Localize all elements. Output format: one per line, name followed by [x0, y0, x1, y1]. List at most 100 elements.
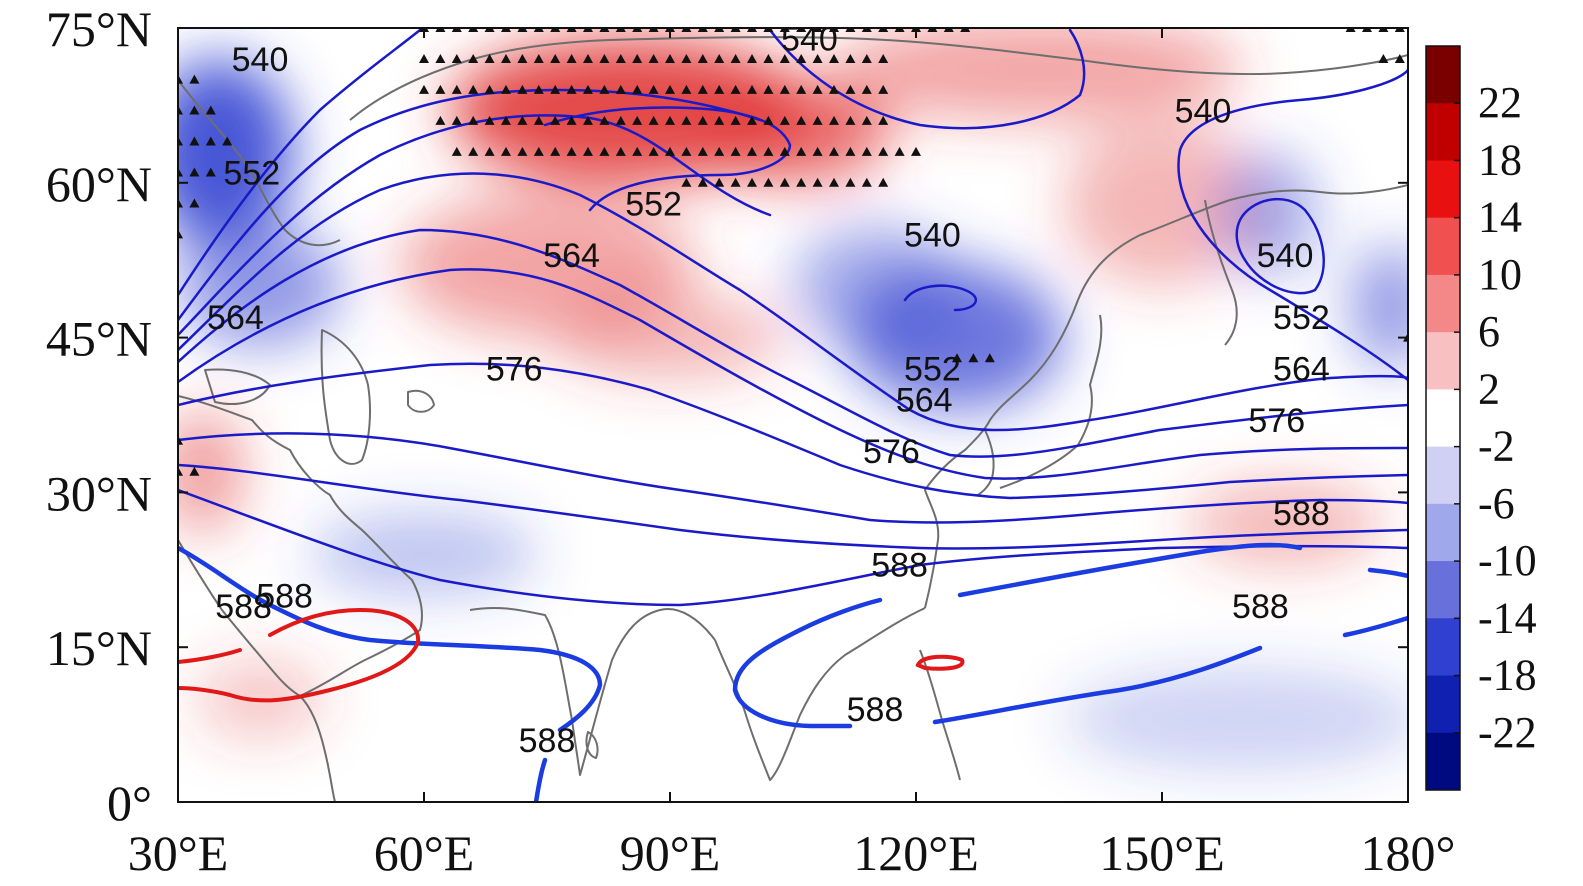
contour-564-a — [178, 268, 1408, 480]
significance-marker — [812, 146, 823, 156]
significance-marker — [632, 146, 643, 156]
colorbar-label: 10 — [1478, 250, 1522, 299]
significance-marker — [845, 115, 856, 125]
significance-marker — [845, 84, 856, 94]
significance-marker — [1394, 53, 1405, 63]
significance-marker — [829, 115, 839, 125]
significance-marker — [178, 229, 183, 239]
significance-marker — [763, 146, 774, 156]
height-contours — [178, 28, 1408, 802]
significance-marker — [632, 84, 643, 94]
significance-marker — [632, 115, 643, 125]
contour-label-588-5: 588 — [519, 722, 576, 760]
significance-marker — [763, 115, 774, 125]
significance-marker — [189, 167, 200, 177]
significance-marker — [566, 115, 577, 125]
significance-marker — [681, 53, 692, 63]
contour-label-588-2: 588 — [1273, 495, 1330, 533]
significance-marker — [730, 84, 741, 94]
contour-label-588-4: 588 — [847, 691, 904, 729]
contour-label-588-0: 588 — [256, 578, 313, 616]
significance-marker — [615, 115, 626, 125]
significance-marker — [714, 146, 725, 156]
anomaly-center-10 — [178, 224, 342, 348]
significance-marker — [451, 84, 462, 94]
significance-marker — [665, 53, 675, 63]
significance-marker — [419, 53, 429, 63]
significance-marker — [779, 53, 790, 63]
significance-marker — [861, 53, 872, 63]
significance-marker — [812, 115, 823, 125]
significance-marker — [861, 115, 872, 125]
significance-marker — [566, 146, 577, 156]
anomaly-center-2 — [834, 28, 1244, 121]
contour-label-588-1: 588 — [871, 547, 928, 585]
contour-588-arabia-red — [178, 607, 421, 703]
coastline-arctic — [349, 36, 1408, 121]
anomaly-center-6 — [178, 409, 244, 534]
significance-marker — [435, 53, 446, 63]
contour-540-north — [178, 28, 422, 297]
significance-marker — [861, 177, 872, 187]
significance-marker — [517, 146, 528, 156]
contour-label-588-red-0: 588 — [215, 588, 272, 626]
contour-label-564-3: 564 — [1273, 351, 1330, 389]
colorbar-label: 2 — [1478, 364, 1500, 413]
contour-558 — [178, 228, 1408, 458]
significance-marker — [648, 84, 659, 94]
significance-markers — [178, 28, 1408, 476]
significance-marker — [730, 146, 741, 156]
significance-marker — [583, 146, 593, 156]
significance-marker — [681, 115, 692, 125]
contour-label-552-1: 552 — [625, 185, 682, 223]
significance-marker — [681, 84, 692, 94]
significance-marker — [451, 146, 462, 156]
colorbar-label: -2 — [1478, 422, 1515, 471]
significance-marker — [730, 177, 741, 187]
significance-marker — [566, 53, 577, 63]
significance-marker — [517, 115, 528, 125]
significance-marker — [451, 115, 462, 125]
significance-marker — [435, 115, 446, 125]
colorbar-label: 22 — [1478, 78, 1522, 127]
colorbar-segment — [1426, 675, 1460, 734]
coastline-sri-lanka — [585, 731, 599, 759]
colorbar-label: -10 — [1478, 536, 1537, 585]
significance-marker — [189, 74, 200, 84]
contour-540-arctic — [768, 28, 1086, 130]
significance-marker — [451, 53, 462, 63]
colorbar-label: -22 — [1478, 708, 1537, 757]
contour-label-540-1: 540 — [781, 20, 838, 58]
significance-marker — [697, 84, 708, 94]
significance-marker — [599, 115, 610, 125]
x-tick-label: 90°E — [620, 825, 721, 881]
coastline-kamchatka — [1204, 199, 1238, 346]
significance-marker — [779, 177, 790, 187]
significance-marker — [533, 115, 544, 125]
anomaly-center-13 — [1219, 151, 1318, 276]
significance-marker — [435, 84, 446, 94]
coastline-scandinavia — [178, 79, 341, 247]
significance-marker — [501, 146, 511, 156]
axis-ticks — [177, 27, 1409, 803]
contour-588-west — [178, 545, 603, 733]
significance-marker — [829, 177, 839, 187]
colorbar-frame — [1425, 45, 1461, 791]
significance-marker — [533, 84, 544, 94]
contour-label-540-2: 540 — [1175, 93, 1232, 131]
significance-marker — [178, 136, 183, 146]
contour-546 — [178, 88, 762, 322]
significance-marker — [205, 105, 216, 115]
contour-576 — [178, 432, 1408, 524]
significance-marker — [178, 435, 183, 445]
significance-marker — [599, 146, 610, 156]
colorbar-segment — [1426, 217, 1460, 276]
significance-marker — [796, 177, 807, 187]
contour-label-564-2: 564 — [896, 382, 953, 420]
contour-label-564-1: 564 — [207, 299, 264, 337]
significance-marker — [911, 146, 921, 156]
significance-marker — [779, 115, 790, 125]
significance-marker — [665, 84, 675, 94]
colorbar-segment — [1426, 274, 1460, 333]
